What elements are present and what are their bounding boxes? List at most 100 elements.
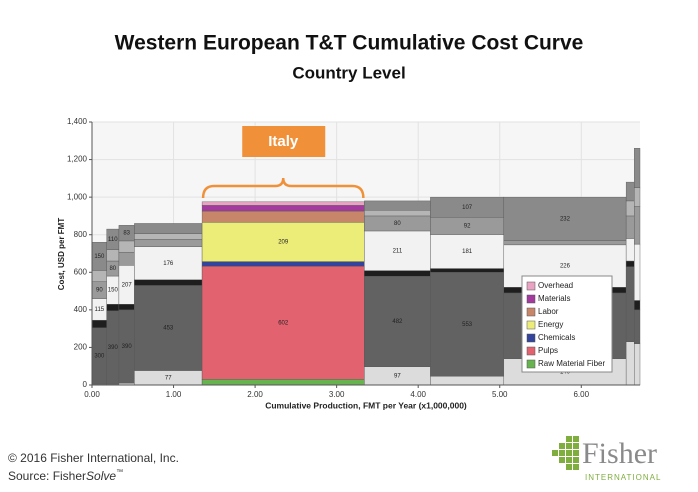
cost-segment [503,240,627,246]
segment-label: 181 [462,249,473,255]
cost-segment [364,200,431,211]
legend-label: Energy [538,320,563,329]
cost-segment [503,196,627,241]
logo-name: Fisher [582,437,657,470]
segment-label: 110 [108,237,118,243]
legend-swatch [526,333,536,343]
y-tick-label: 1,200 [67,155,88,164]
y-tick-label: 600 [74,267,88,276]
cost-segment [430,268,505,273]
segment-label: 226 [560,264,571,270]
cost-segment [134,233,203,240]
x-tick-label: 3.00 [329,390,345,399]
segment-label: 77 [165,375,172,381]
cost-segment [134,285,203,371]
source-mark: ™ [116,469,123,476]
y-tick-label: 1,400 [67,117,88,126]
y-tick-label: 200 [74,343,88,352]
cost-segment [201,379,365,386]
cost-segment [201,205,365,212]
cost-segment [625,200,635,217]
cost-segment [634,148,641,188]
x-tick-label: 0.00 [84,390,100,399]
segment-label: 150 [94,254,105,260]
cost-segment [118,251,135,266]
brace [201,177,365,199]
legend-swatch [526,294,536,304]
annotation: Italy [268,133,299,150]
cost-segment [634,343,641,386]
cost-segment [106,304,120,311]
x-tick-label: 5.00 [492,390,508,399]
cost-segment [364,276,431,367]
segment-label: 207 [122,282,133,288]
segment-label: 211 [393,248,403,254]
cost-segment [625,341,635,386]
chart-title: Western European T&T Cumulative Cost Cur… [115,32,584,55]
legend: Overhead Materials Labor Energy Chemicals Pul… [521,275,613,373]
cost-segment [91,270,107,282]
segment-label: 107 [462,205,473,211]
logo-tagline: INTERNATIONAL [585,473,661,482]
legend-label: Labor [538,307,559,316]
legend-label: Materials [538,294,570,303]
y-tick-label: 1,000 [67,192,88,201]
cost-segment [364,230,431,271]
cost-segment [625,266,635,342]
segment-label: 232 [560,217,571,223]
cost-segment [201,201,365,206]
source-prefix: Source: Fisher [8,469,86,483]
cost-segment [625,260,635,267]
segment-label: 83 [123,231,130,237]
segment-label: 92 [464,223,471,229]
segment-label: 453 [163,326,174,332]
cost-segment [634,187,641,207]
cost-segment [134,223,203,234]
legend-swatch [526,346,536,356]
cost-segment [634,206,641,245]
segment-label: 90 [96,288,103,294]
segment-label: 115 [95,307,105,313]
legend-swatch [526,281,536,291]
source-italic: Solve [86,469,116,483]
segment-label: 80 [109,266,116,272]
segment-label: 80 [394,221,401,227]
cost-segment [625,181,635,202]
cost-segment [430,375,505,386]
cost-segment [201,210,365,223]
segment-label: 602 [278,320,289,326]
cost-segment [625,238,635,262]
legend-box [521,275,613,373]
cost-segment [201,261,365,267]
y-tick-label: 800 [74,230,88,239]
cost-segment [201,266,365,380]
x-tick-label: 4.00 [410,390,426,399]
y-tick-label: 0 [83,380,88,389]
cost-segment [91,319,107,328]
x-tick-label: 1.00 [166,390,182,399]
cost-segment [634,243,641,301]
cost-segment [106,249,120,262]
segment-label: 209 [278,240,289,246]
copyright: © 2016 Fisher International, Inc. [8,451,179,465]
chart-subtitle: Country Level [292,63,405,82]
cost-segment [118,304,135,311]
legend-swatch [526,307,536,317]
cost-segment [134,279,203,286]
legend-label: Overhead [538,281,573,290]
cost-segment [364,210,431,217]
segment-label: 390 [122,344,133,350]
cost-segment [634,309,641,344]
cost-segment [625,215,635,239]
cost-segment [430,272,505,377]
cost-segment [134,239,203,247]
legend-swatch [526,359,536,369]
segment-label: 150 [108,288,119,294]
segment-label: 176 [163,261,174,267]
y-tick-label: 400 [74,305,88,314]
segment-label: 97 [394,373,401,379]
cost-segment [201,222,365,262]
annotation-box [242,126,326,157]
x-tick-label: 2.00 [247,390,263,399]
